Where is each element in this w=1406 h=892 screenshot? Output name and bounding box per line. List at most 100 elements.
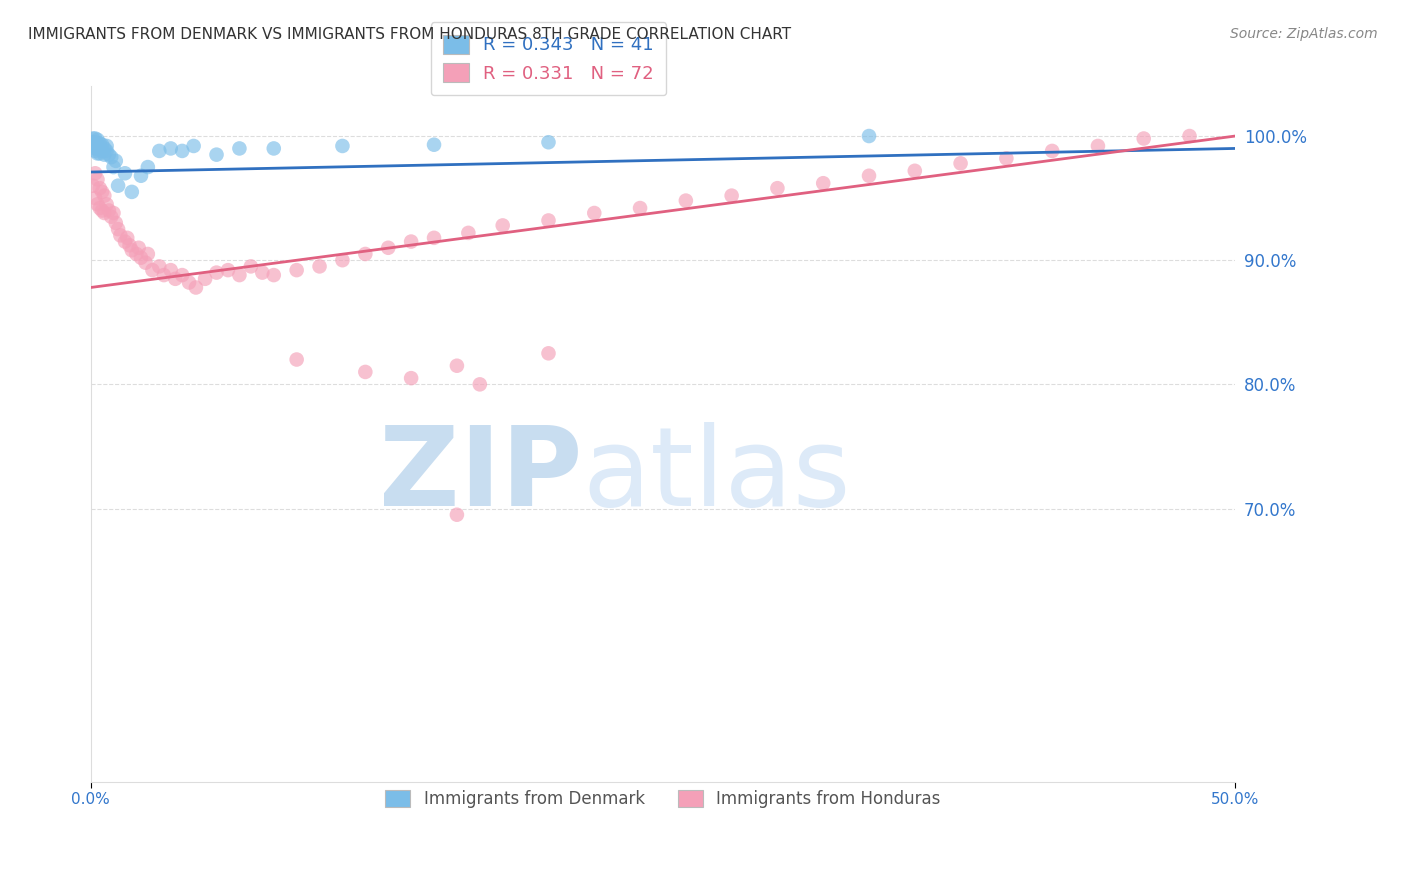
Point <box>103 160 125 174</box>
Point <box>93 147 115 161</box>
Text: atlas: atlas <box>583 422 851 529</box>
Point <box>492 219 515 233</box>
Point <box>141 263 163 277</box>
Point <box>159 263 181 277</box>
Point <box>118 238 141 252</box>
Point <box>129 251 152 265</box>
Point <box>84 131 107 145</box>
Point <box>675 194 697 208</box>
Point <box>354 365 377 379</box>
Point <box>107 222 129 236</box>
Point <box>148 144 170 158</box>
Legend: Immigrants from Denmark, Immigrants from Honduras: Immigrants from Denmark, Immigrants from… <box>378 783 948 815</box>
Point <box>86 141 108 155</box>
Point <box>228 141 250 155</box>
Point <box>183 139 205 153</box>
Point <box>252 266 274 280</box>
Point <box>423 231 446 245</box>
Point <box>148 260 170 274</box>
Point <box>177 276 200 290</box>
Point <box>110 228 132 243</box>
Point <box>91 144 114 158</box>
Point <box>89 141 111 155</box>
Point <box>399 371 422 385</box>
Point <box>813 176 835 190</box>
Point <box>89 201 111 215</box>
Point <box>263 141 285 155</box>
Point <box>205 266 228 280</box>
Point <box>82 139 104 153</box>
Point <box>446 508 468 522</box>
Point <box>468 377 491 392</box>
Point <box>91 203 114 218</box>
Point <box>86 146 108 161</box>
Point <box>96 139 118 153</box>
Point <box>86 137 108 152</box>
Point <box>446 359 468 373</box>
Point <box>89 136 111 151</box>
Point <box>104 216 127 230</box>
Point <box>96 197 118 211</box>
Point <box>537 135 560 149</box>
Point <box>125 247 148 261</box>
Point <box>100 210 122 224</box>
Point <box>858 128 880 143</box>
Point <box>184 280 207 294</box>
Point <box>239 260 262 274</box>
Point <box>84 166 107 180</box>
Point <box>308 260 330 274</box>
Text: ZIP: ZIP <box>380 422 583 529</box>
Point <box>89 181 111 195</box>
Point <box>332 139 354 153</box>
Point <box>377 241 399 255</box>
Point <box>537 346 560 360</box>
Point <box>949 156 972 170</box>
Point <box>91 137 114 152</box>
Point <box>153 268 176 282</box>
Point <box>354 247 377 261</box>
Point <box>1040 144 1063 158</box>
Point <box>904 163 927 178</box>
Point <box>285 263 308 277</box>
Point <box>84 191 107 205</box>
Point <box>103 206 125 220</box>
Point <box>84 135 107 149</box>
Point <box>858 169 880 183</box>
Text: Source: ZipAtlas.com: Source: ZipAtlas.com <box>1230 27 1378 41</box>
Point <box>97 203 120 218</box>
Point <box>114 235 136 249</box>
Point <box>93 141 115 155</box>
Point <box>82 178 104 193</box>
Point <box>96 144 118 158</box>
Point <box>97 147 120 161</box>
Point <box>86 172 108 186</box>
Point <box>136 160 159 174</box>
Point <box>399 235 422 249</box>
Point <box>423 137 446 152</box>
Point <box>129 169 152 183</box>
Point <box>100 150 122 164</box>
Point <box>86 133 108 147</box>
Point <box>136 247 159 261</box>
Point <box>104 153 127 168</box>
Point <box>107 178 129 193</box>
Point <box>205 147 228 161</box>
Point <box>720 188 742 202</box>
Text: IMMIGRANTS FROM DENMARK VS IMMIGRANTS FROM HONDURAS 8TH GRADE CORRELATION CHART: IMMIGRANTS FROM DENMARK VS IMMIGRANTS FR… <box>28 27 792 42</box>
Point <box>194 272 217 286</box>
Point <box>82 131 104 145</box>
Point <box>89 146 111 161</box>
Point <box>135 255 157 269</box>
Point <box>121 185 143 199</box>
Point <box>995 152 1018 166</box>
Point <box>86 197 108 211</box>
Point <box>217 263 239 277</box>
Point <box>228 268 250 282</box>
Point <box>537 213 560 227</box>
Point <box>91 185 114 199</box>
Point <box>457 226 479 240</box>
Point <box>82 135 104 149</box>
Point <box>84 139 107 153</box>
Point <box>114 166 136 180</box>
Point <box>165 272 187 286</box>
